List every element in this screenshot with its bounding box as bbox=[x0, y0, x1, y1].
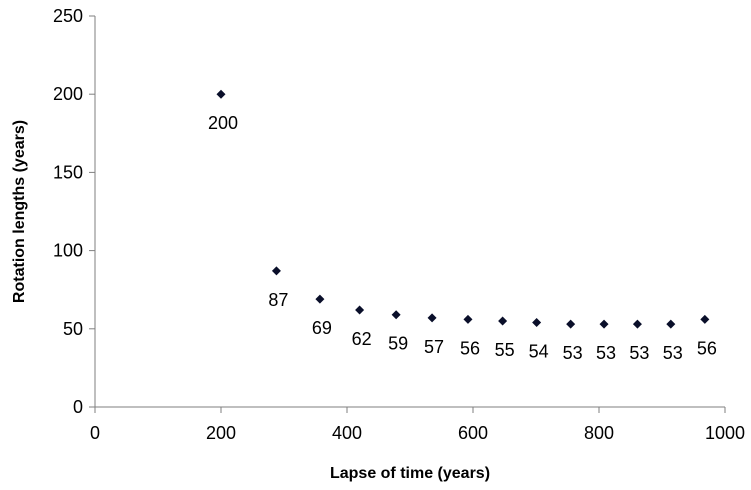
data-points bbox=[216, 89, 710, 329]
x-tick-label: 600 bbox=[458, 423, 488, 443]
data-point bbox=[632, 319, 642, 329]
data-label: 56 bbox=[460, 338, 480, 358]
data-label: 56 bbox=[697, 338, 717, 358]
y-tick-label: 200 bbox=[53, 84, 83, 104]
data-label: 69 bbox=[312, 318, 332, 338]
x-tick-label: 0 bbox=[90, 423, 100, 443]
data-label: 87 bbox=[268, 290, 288, 310]
data-label: 53 bbox=[563, 343, 583, 363]
y-axis-title: Rotation lengths (years) bbox=[11, 120, 28, 303]
data-label: 62 bbox=[352, 329, 372, 349]
data-label: 57 bbox=[424, 337, 444, 357]
data-point bbox=[391, 310, 401, 320]
axis-ticks: 0 50 100 150 200 250 0 200 400 600 800 1000 bbox=[53, 6, 745, 443]
data-point bbox=[599, 319, 609, 329]
data-label: 54 bbox=[529, 342, 549, 362]
y-tick-label: 50 bbox=[63, 319, 83, 339]
data-point bbox=[463, 314, 473, 324]
data-label: 59 bbox=[388, 334, 408, 354]
x-tick-label: 1000 bbox=[705, 423, 745, 443]
data-labels: 200 87 69 62 59 57 56 55 54 53 53 53 53 56 bbox=[208, 113, 717, 363]
data-point bbox=[532, 318, 542, 328]
x-tick-label: 800 bbox=[584, 423, 614, 443]
data-point bbox=[271, 266, 281, 276]
data-point bbox=[216, 89, 226, 99]
data-label: 200 bbox=[208, 113, 238, 133]
data-label: 53 bbox=[663, 343, 683, 363]
data-label: 55 bbox=[495, 340, 515, 360]
y-tick-label: 150 bbox=[53, 162, 83, 182]
x-tick-label: 200 bbox=[206, 423, 236, 443]
data-label: 53 bbox=[596, 343, 616, 363]
data-point bbox=[498, 316, 508, 326]
x-axis-title: Lapse of time (years) bbox=[330, 465, 490, 482]
axes bbox=[94, 16, 725, 408]
data-point bbox=[355, 305, 365, 315]
y-tick-label: 100 bbox=[53, 241, 83, 261]
x-tick-label: 400 bbox=[332, 423, 362, 443]
y-tick-label: 250 bbox=[53, 6, 83, 26]
data-point bbox=[315, 294, 325, 304]
data-point bbox=[666, 319, 676, 329]
data-point bbox=[566, 319, 576, 329]
data-point bbox=[427, 313, 437, 323]
data-label: 53 bbox=[629, 343, 649, 363]
y-tick-label: 0 bbox=[73, 397, 83, 417]
data-point bbox=[700, 314, 710, 324]
